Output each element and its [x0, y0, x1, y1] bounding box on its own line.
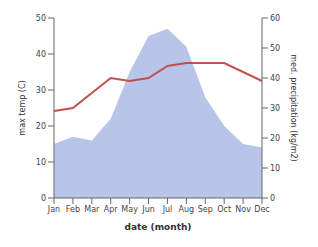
svg-text:Jul: Jul: [162, 205, 173, 214]
svg-text:Feb: Feb: [66, 205, 80, 214]
svg-text:May: May: [121, 205, 138, 214]
svg-text:Aug: Aug: [179, 205, 195, 214]
svg-text:30: 30: [270, 104, 280, 113]
svg-text:10: 10: [270, 164, 280, 173]
svg-text:Jun: Jun: [141, 205, 155, 214]
svg-text:40: 40: [270, 74, 280, 83]
svg-text:0: 0: [41, 194, 46, 203]
svg-text:Mar: Mar: [84, 205, 100, 214]
svg-text:Dec: Dec: [254, 205, 269, 214]
svg-text:50: 50: [270, 44, 280, 53]
svg-text:60: 60: [270, 14, 280, 23]
svg-text:Jan: Jan: [47, 205, 60, 214]
svg-text:Oct: Oct: [217, 205, 231, 214]
svg-text:Nov: Nov: [235, 205, 251, 214]
svg-text:20: 20: [36, 122, 46, 131]
svg-text:40: 40: [36, 50, 46, 59]
svg-text:Apr: Apr: [104, 205, 119, 214]
svg-text:0: 0: [270, 194, 275, 203]
svg-text:10: 10: [36, 158, 46, 167]
svg-text:Sep: Sep: [198, 205, 213, 214]
svg-text:20: 20: [270, 134, 280, 143]
svg-text:50: 50: [36, 14, 46, 23]
svg-text:max temp (C): max temp (C): [18, 80, 27, 135]
svg-text:30: 30: [36, 86, 46, 95]
svg-text:med. precipitation (kg/m2): med. precipitation (kg/m2): [289, 54, 298, 161]
svg-text:date (month): date (month): [125, 222, 192, 232]
